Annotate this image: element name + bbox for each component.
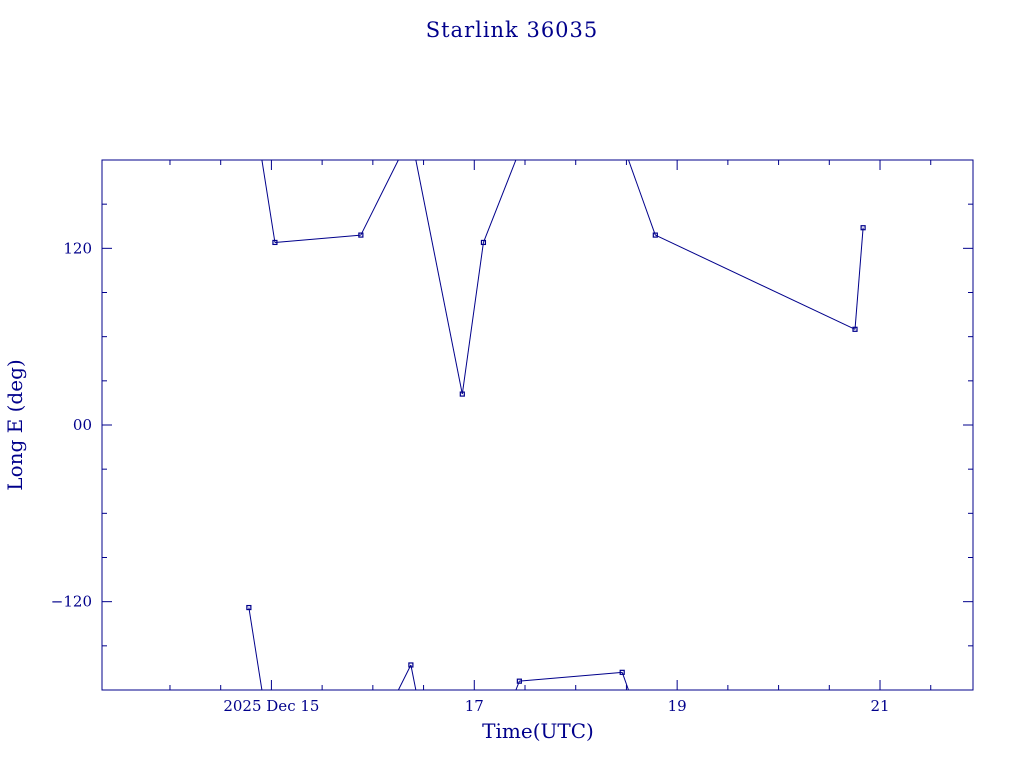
axis-ticks xyxy=(102,159,973,691)
x-tick-label: 21 xyxy=(870,697,889,715)
series-segment xyxy=(461,242,484,395)
chart-title: Starlink 36035 xyxy=(426,18,599,42)
data-point xyxy=(619,669,625,675)
series-segment xyxy=(519,671,623,682)
series-segment xyxy=(482,160,517,243)
data-point xyxy=(480,239,487,246)
x-tick-label: 2025 Dec 15 xyxy=(223,697,319,715)
data-point xyxy=(516,678,522,684)
data-point xyxy=(652,232,658,238)
data-point xyxy=(246,604,252,611)
data-point xyxy=(272,239,278,246)
data-points xyxy=(246,225,866,684)
data-point xyxy=(860,225,866,231)
data-point xyxy=(852,326,858,332)
y-tick-label: −120 xyxy=(51,593,92,611)
data-point xyxy=(459,391,465,397)
series-segment xyxy=(397,664,412,690)
series-segment xyxy=(621,672,629,690)
series-segment xyxy=(655,234,856,330)
series-segment xyxy=(628,160,656,236)
y-tick-label: 00 xyxy=(73,416,92,434)
series-group xyxy=(248,160,864,690)
series-segment xyxy=(854,227,864,330)
y-axis-label: Long E (deg) xyxy=(3,359,27,490)
data-point xyxy=(358,232,364,238)
series-segment xyxy=(274,234,361,243)
x-axis-label: Time(UTC) xyxy=(482,719,594,743)
series-segment xyxy=(261,160,276,243)
series-segment xyxy=(410,664,417,690)
plot-frame xyxy=(101,159,974,691)
series-segment xyxy=(360,160,399,236)
axis-tick-labels: 2025 Dec 15 17 19 21 −120 00 120 xyxy=(51,239,890,715)
data-point xyxy=(408,662,414,668)
x-tick-label: 19 xyxy=(668,697,687,715)
series-segment xyxy=(248,607,263,690)
y-tick-label: 120 xyxy=(63,239,92,257)
x-tick-label: 17 xyxy=(465,697,484,715)
series-segment xyxy=(415,160,463,395)
